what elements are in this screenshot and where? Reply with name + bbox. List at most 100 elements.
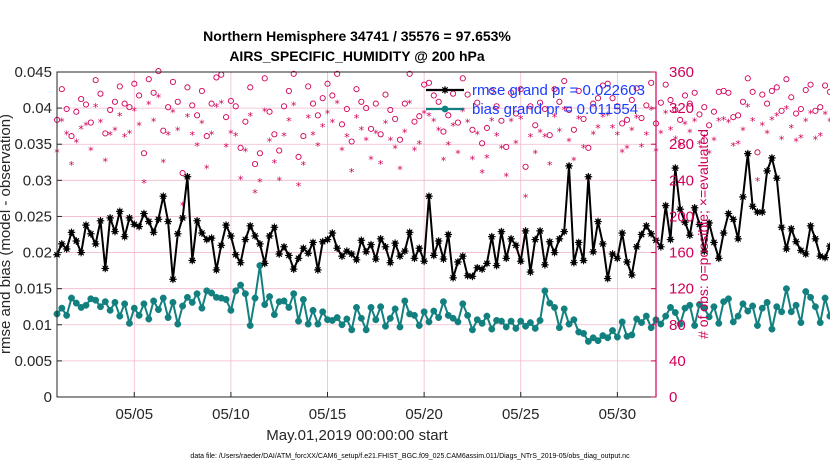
- rmse-point: [647, 229, 655, 238]
- bias-point: [802, 288, 810, 296]
- obs-evaluated-marker: *: [88, 145, 94, 158]
- obs-possible-marker: [667, 96, 674, 104]
- rmse-point: [594, 217, 602, 226]
- bias-point: [430, 307, 438, 315]
- bias-point: [280, 297, 288, 305]
- obs-possible-marker: [701, 104, 708, 111]
- bias-point: [594, 337, 602, 345]
- bias-point: [314, 320, 322, 328]
- bias-point: [807, 293, 815, 301]
- bias-point: [662, 312, 670, 320]
- rmse-point: [589, 248, 598, 256]
- obs-evaluated-marker: *: [194, 140, 200, 153]
- rmse-point: [666, 235, 675, 244]
- bias-point: [68, 294, 75, 302]
- obs-evaluated-marker: *: [247, 110, 253, 123]
- bias-point: [468, 326, 476, 334]
- obs-evaluated-marker: *: [484, 152, 490, 165]
- rmse-point: [309, 238, 317, 247]
- obs-evaluated-marker: *: [402, 126, 408, 139]
- rmse-point: [236, 258, 245, 267]
- obs-possible-marker: [546, 132, 553, 139]
- rmse-point: [743, 149, 752, 158]
- obs-evaluated-marker: *: [494, 130, 500, 143]
- bias-point: [140, 300, 148, 308]
- rmse-point: [806, 222, 815, 230]
- rmse-point: [333, 244, 341, 253]
- obs-evaluated-marker: *: [170, 107, 176, 120]
- bias-point: [483, 312, 491, 320]
- bias-point: [227, 306, 235, 314]
- bias-point: [237, 281, 245, 289]
- obs-possible-marker: [150, 89, 157, 96]
- obs-evaluated-marker: *: [731, 140, 737, 153]
- obs-evaluated-marker: *: [508, 116, 514, 129]
- bias-point: [82, 301, 90, 309]
- rmse-point: [120, 232, 129, 241]
- bias-point: [386, 314, 394, 322]
- rmse-point: [676, 205, 684, 214]
- obs-evaluated-marker: *: [64, 128, 70, 141]
- obs-possible-marker: [479, 140, 486, 147]
- obs-evaluated-marker: *: [470, 154, 476, 167]
- obs-possible-marker: [739, 98, 747, 105]
- x-tick-label: 05/25: [502, 406, 540, 423]
- obs-possible-marker: [715, 88, 722, 95]
- obs-possible-marker: [247, 84, 254, 91]
- obs-evaluated-marker: *: [310, 129, 316, 142]
- obs-possible-marker: [116, 83, 123, 90]
- obs-evaluated-marker: *: [644, 129, 650, 142]
- rmse-point: [111, 227, 119, 236]
- rmse-point: [159, 192, 168, 201]
- bias-point: [729, 318, 737, 326]
- rmse-point: [207, 234, 216, 242]
- bias-point: [208, 289, 216, 297]
- bias-point: [63, 311, 71, 319]
- obs-possible-marker: [725, 89, 732, 96]
- rmse-point: [58, 240, 66, 248]
- rmse-point: [270, 223, 279, 232]
- rmse-point: [758, 208, 767, 216]
- obs-evaluated-marker: *: [513, 137, 519, 150]
- obs-possible-marker: [160, 127, 167, 134]
- bias-point: [391, 305, 399, 313]
- y2-tick-label: 280: [669, 136, 694, 153]
- obs-evaluated-marker: *: [185, 111, 191, 124]
- rmse-point: [227, 232, 235, 240]
- rmse-point: [550, 248, 559, 257]
- bias-point: [130, 304, 138, 312]
- bias-point: [768, 325, 776, 333]
- y2-tick-label: 200: [669, 208, 694, 225]
- obs-evaluated-marker: *: [156, 91, 162, 104]
- rmse-point: [231, 250, 240, 259]
- obs-evaluated-marker: *: [146, 99, 152, 112]
- rmse-point: [507, 235, 515, 243]
- rmse-point: [458, 252, 467, 260]
- bias-point: [440, 298, 447, 306]
- rmse-point: [777, 223, 786, 232]
- obs-possible-marker: [643, 102, 650, 109]
- obs-evaluated-marker: *: [69, 159, 75, 172]
- bias-point: [367, 303, 375, 311]
- obs-evaluated-marker: *: [450, 120, 456, 133]
- obs-possible-marker: [561, 77, 568, 85]
- obs-evaluated-marker: *: [368, 154, 374, 167]
- obs-evaluated-marker: *: [107, 129, 113, 142]
- rmse-point: [502, 254, 511, 263]
- rmse-point: [468, 272, 477, 281]
- obs-evaluated-marker: *: [561, 104, 567, 117]
- rmse-point: [96, 216, 105, 225]
- bias-point: [763, 298, 771, 306]
- rmse-point: [724, 209, 733, 218]
- y-tick-label: 0: [44, 389, 52, 406]
- bias-point: [546, 299, 554, 307]
- rmse-point: [772, 174, 781, 182]
- rmse-point: [545, 237, 554, 246]
- obs-possible-marker: [343, 105, 350, 113]
- rmse-point: [367, 240, 375, 249]
- obs-possible-marker: [136, 92, 143, 99]
- obs-possible-marker: [358, 98, 365, 105]
- rmse-point: [492, 261, 501, 270]
- bias-point: [792, 301, 800, 309]
